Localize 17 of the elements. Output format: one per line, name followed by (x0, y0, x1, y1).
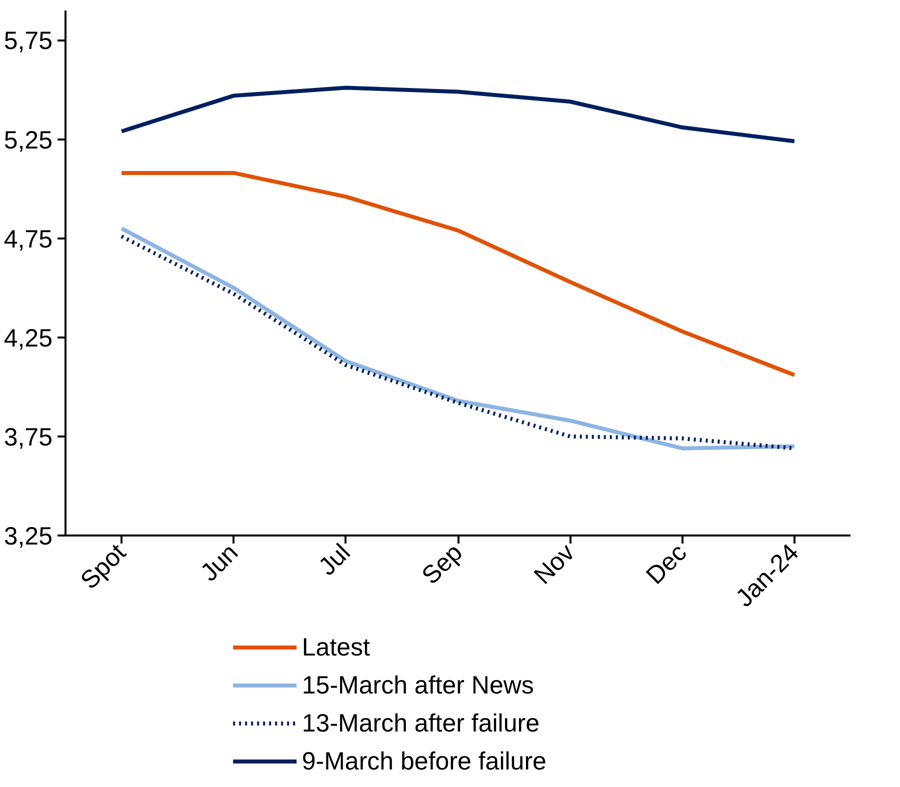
legend-label: Latest (302, 634, 370, 662)
x-tick-label: Sep (416, 538, 468, 590)
legend-label: 13-March after failure (302, 710, 540, 738)
y-tick-label: 5,75 (4, 27, 53, 56)
y-tick-label: 3,75 (4, 423, 53, 452)
x-tick-label: Dec (640, 538, 692, 590)
y-tick-label: 5,25 (4, 126, 53, 154)
y-tick-label: 3,25 (4, 522, 53, 550)
legend-label: 9-March before failure (302, 748, 546, 776)
y-tick-label: 4,75 (4, 225, 53, 254)
x-tick-label: Nov (528, 538, 580, 590)
legend-label: 15-March after News (302, 672, 534, 700)
y-tick-label: 4,25 (4, 324, 53, 352)
line-series (120, 86, 796, 144)
line-series (120, 170, 796, 378)
x-tick-label: Jun (195, 538, 244, 587)
x-tick-label: Jul (313, 538, 356, 581)
